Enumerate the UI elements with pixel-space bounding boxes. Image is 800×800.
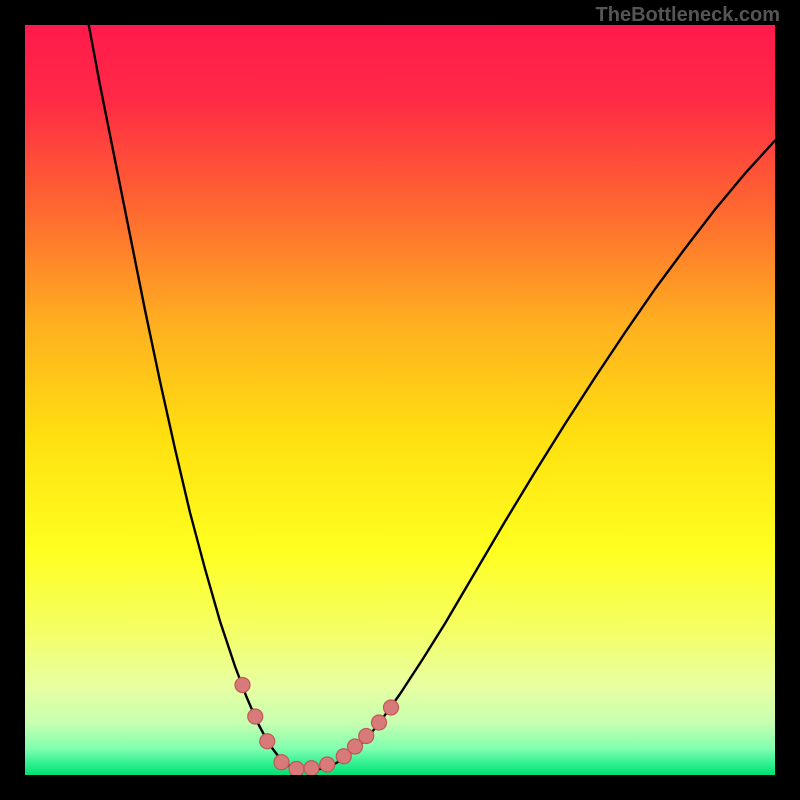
data-marker xyxy=(359,729,374,744)
data-marker xyxy=(235,678,250,693)
plot-svg xyxy=(25,25,775,775)
data-marker xyxy=(289,762,304,776)
data-marker xyxy=(304,761,319,775)
data-marker xyxy=(384,700,399,715)
chart-container: TheBottleneck.com xyxy=(0,0,800,800)
data-marker xyxy=(372,715,387,730)
data-marker xyxy=(274,755,289,770)
plot-area xyxy=(25,25,775,775)
data-marker xyxy=(320,757,335,772)
watermark-text: TheBottleneck.com xyxy=(596,4,780,27)
data-marker xyxy=(248,709,263,724)
gradient-background xyxy=(25,25,775,775)
data-marker xyxy=(260,734,275,749)
